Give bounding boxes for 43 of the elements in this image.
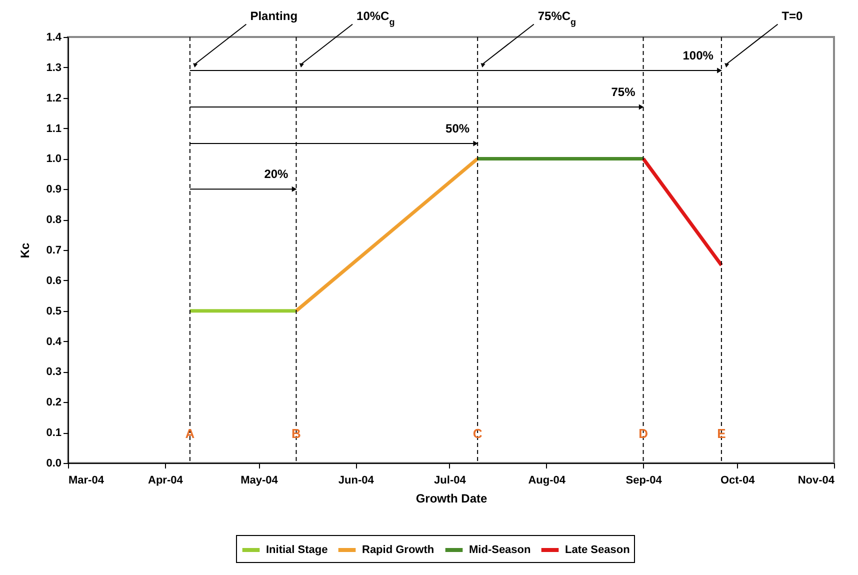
y-tick-label: 1.0 [46,153,62,166]
ref-line-label: E [717,426,726,441]
y-tick-label: 1.1 [46,122,62,135]
y-tick-label: 0.0 [46,458,62,470]
ref-line-label: C [472,426,483,441]
annotation: 10%C$_{g}$ [356,9,395,28]
y-tick-label: 1.2 [46,92,62,104]
legend-label: Mid-Season [469,544,532,556]
y-tick-label: 0.5 [46,305,62,318]
y-tick-label: 1.4 [46,32,62,44]
annotation: 100% [682,48,714,62]
y-tick-label: 0.1 [46,427,62,440]
y-tick-label: 0.7 [46,244,62,256]
legend-label: Rapid Growth [362,544,434,556]
annotation: 75%C$_{g}$ [538,9,576,28]
ref-line-label: B [292,426,301,441]
x-tick-label: Nov-04 [798,474,836,486]
y-tick-label: 0.2 [46,396,62,409]
y-tick-label: 0.3 [46,366,62,378]
y-tick-label: 1.3 [46,62,62,74]
x-tick-label: Oct-04 [720,474,756,486]
x-tick-label: Jun-04 [338,474,375,486]
y-tick-label: 0.6 [46,274,62,287]
legend-label: Late Season [565,544,630,556]
annotation: 20% [264,167,289,182]
legend-label: Initial Stage [266,544,328,556]
x-tick-label: Mar-04 [68,474,105,486]
annotation: 75% [611,84,636,99]
y-axis-title: Kc [18,242,32,258]
ref-line-label: A [185,426,196,441]
annotation: Planting [250,9,298,24]
y-tick-label: 0.4 [46,336,62,348]
y-tick-label: 0.9 [46,184,62,196]
y-tick-label: 0.8 [46,214,62,226]
annotation: 50% [446,122,470,136]
x-axis-title: Growth Date [416,492,488,506]
x-tick-label: Sep-04 [626,474,663,486]
annotation: T=0 [782,9,804,24]
x-tick-label: Jul-04 [434,474,467,486]
x-tick-label: Apr-04 [148,474,184,486]
ref-line-label: D [638,426,648,441]
x-tick-label: Aug-04 [528,474,566,486]
x-tick-label: May-04 [240,474,279,486]
